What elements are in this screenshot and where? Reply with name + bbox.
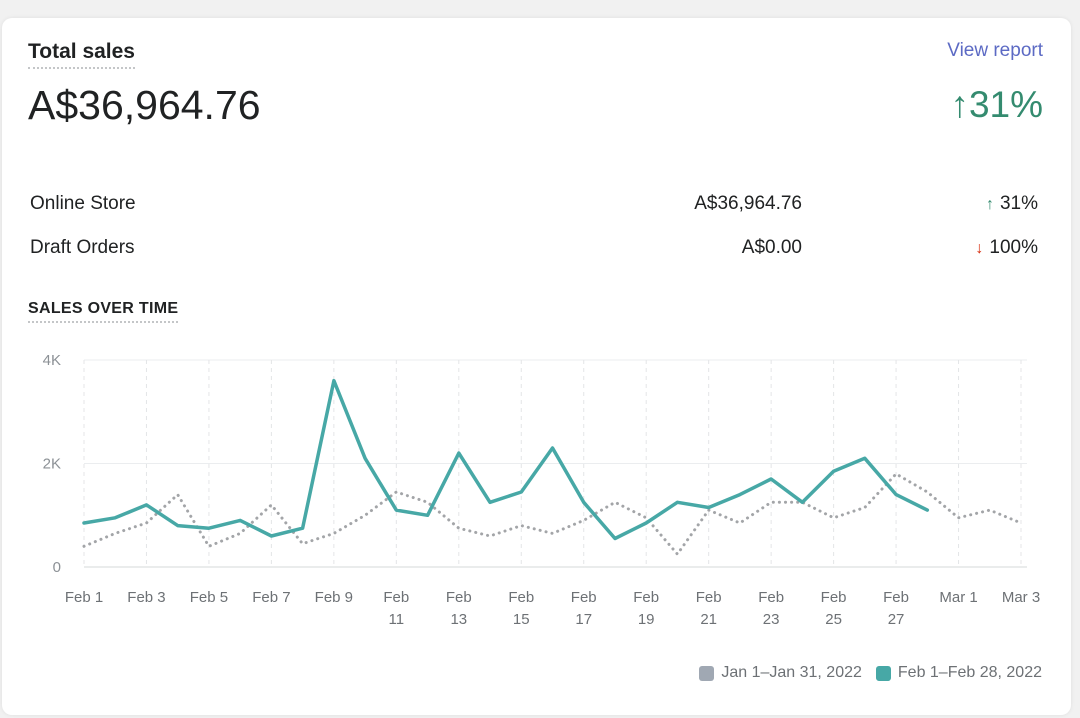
- chart-legend: Jan 1–Jan 31, 2022 Feb 1–Feb 28, 2022: [685, 664, 1042, 682]
- breakdown-change: 100%: [989, 237, 1038, 258]
- card-title: Total sales: [28, 40, 135, 69]
- legend-item-current[interactable]: Feb 1–Feb 28, 2022: [875, 664, 1042, 682]
- total-sales-value: A$36,964.76: [28, 82, 261, 128]
- arrow-up-icon: ↑: [985, 196, 994, 213]
- total-change-percent: 31%: [968, 84, 1043, 125]
- legend-swatch-current: [875, 665, 891, 681]
- total-sales-card: [2, 18, 1071, 715]
- legend-swatch-previous: [699, 665, 715, 681]
- breakdown-value: A$36,964.76: [694, 193, 802, 214]
- breakdown-label: Draft Orders: [30, 237, 135, 258]
- arrow-up-icon: ↑: [950, 84, 969, 125]
- legend-label-previous: Jan 1–Jan 31, 2022: [721, 664, 862, 681]
- legend-label-current: Feb 1–Feb 28, 2022: [897, 664, 1042, 681]
- breakdown-label: Online Store: [30, 193, 136, 214]
- breakdown-change: 31%: [999, 193, 1038, 214]
- legend-item-previous[interactable]: Jan 1–Jan 31, 2022: [699, 664, 862, 682]
- sales-over-time-title: SALES OVER TIME: [28, 300, 179, 323]
- total-sales-change: ↑31%: [950, 84, 1043, 126]
- view-report-link[interactable]: View report: [947, 40, 1043, 61]
- arrow-down-icon: ↓: [975, 240, 984, 257]
- breakdown-value: A$0.00: [741, 237, 802, 258]
